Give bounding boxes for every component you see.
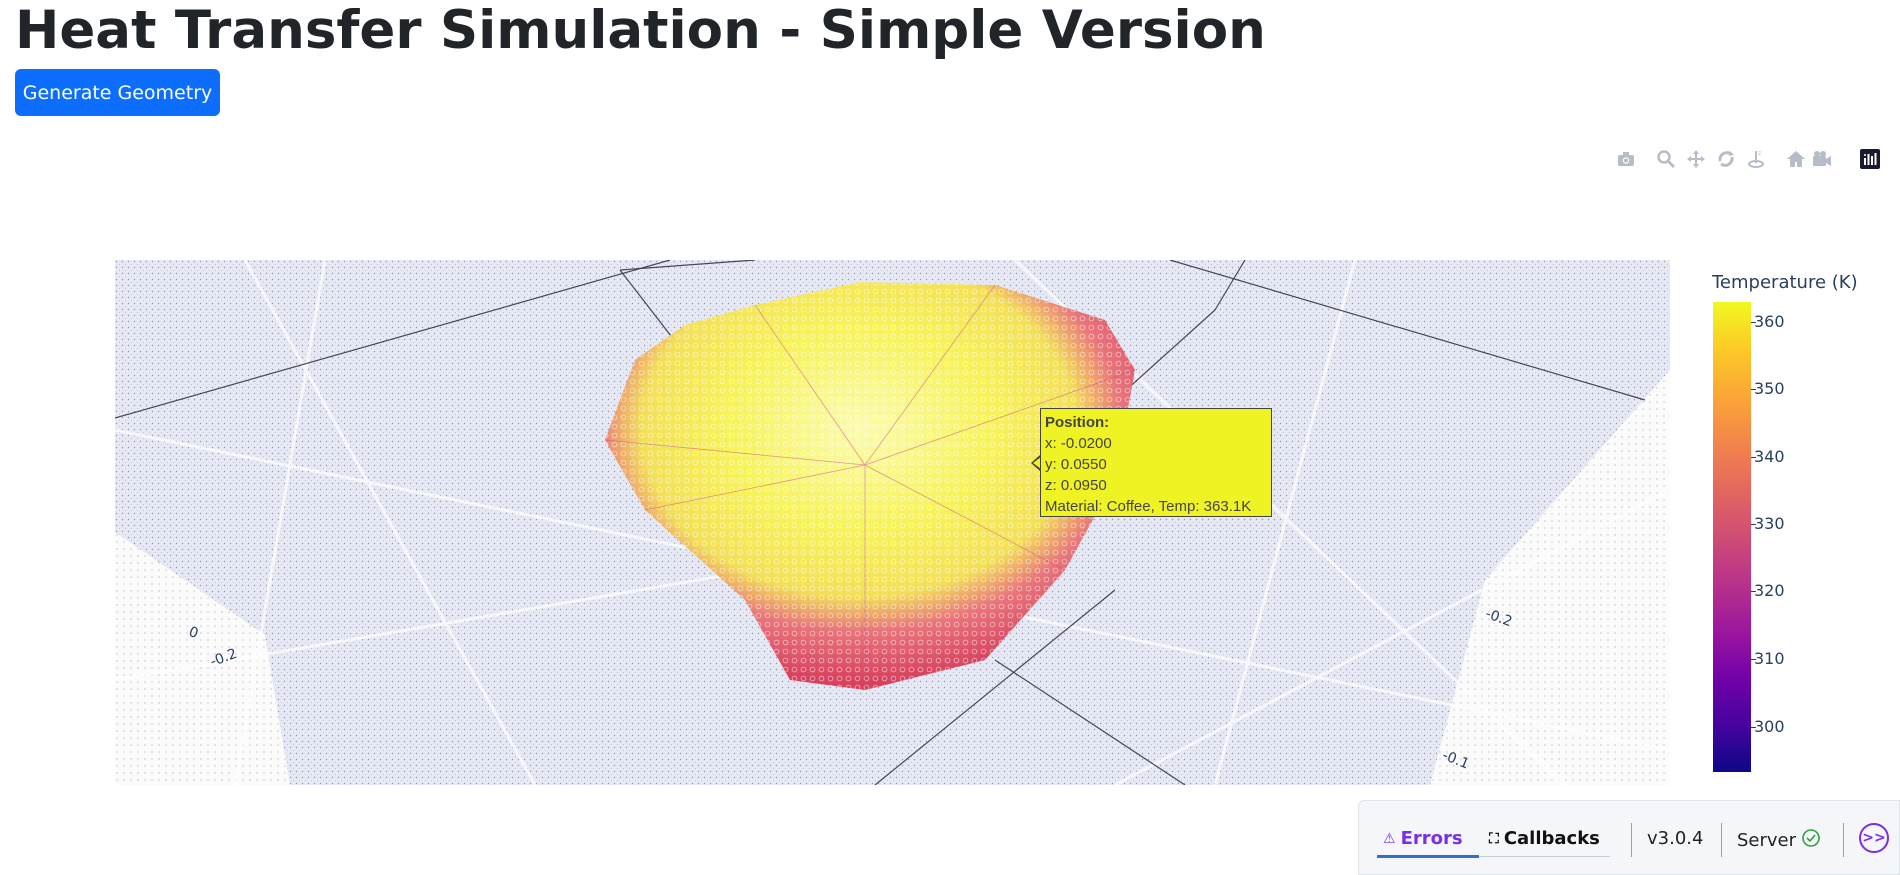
colorbar-title: Temperature (K): [1712, 272, 1858, 293]
turntable-rotation-icon[interactable]: z: [1744, 147, 1768, 171]
plot-modebar: z: [1614, 147, 1884, 171]
colorbar-gradient: [1713, 302, 1751, 772]
errors-tab[interactable]: ⚠ Errors: [1383, 828, 1463, 849]
expand-devtools-icon[interactable]: >>: [1859, 823, 1889, 853]
colorbar-tick: 330: [1754, 514, 1785, 533]
divider: [1631, 823, 1632, 857]
reset-camera-last-save-icon[interactable]: [1810, 147, 1834, 171]
dash-devtools-bar: ⚠ Errors ⛶ Callbacks v3.0.4 Server >>: [1358, 800, 1900, 875]
plotly-logo-icon[interactable]: [1858, 147, 1882, 171]
zoom-icon[interactable]: [1654, 147, 1678, 171]
scene-canvas[interactable]: [115, 260, 1670, 785]
hover-z: z: 0.0950: [1045, 477, 1107, 494]
version-label: v3.0.4: [1647, 828, 1704, 849]
hover-title: Position:: [1045, 414, 1110, 431]
camera-icon[interactable]: [1614, 147, 1638, 171]
colorbar-tick-mark: [1751, 591, 1756, 592]
callbacks-tab[interactable]: ⛶ Callbacks: [1489, 828, 1600, 849]
colorbar-tick: 360: [1754, 312, 1785, 331]
errors-label: Errors: [1400, 828, 1463, 849]
hover-info: Material: Coffee, Temp: 363.1K: [1045, 498, 1252, 515]
server-label: Server: [1737, 830, 1797, 851]
colorbar-tick-mark: [1751, 727, 1756, 728]
pan-icon[interactable]: [1684, 147, 1708, 171]
colorbar-tick: 300: [1754, 717, 1785, 736]
callback-graph-icon: ⛶: [1489, 830, 1499, 847]
colorbar-tick-mark: [1751, 389, 1756, 390]
hover-x: x: -0.0200: [1045, 435, 1112, 452]
callbacks-label: Callbacks: [1503, 828, 1600, 849]
svg-text:z: z: [1758, 150, 1761, 157]
colorbar-tick: 320: [1754, 581, 1785, 600]
colorbar-tick-mark: [1751, 524, 1756, 525]
hover-y: y: 0.0550: [1045, 456, 1107, 473]
generate-geometry-button[interactable]: Generate Geometry: [15, 69, 220, 116]
warning-icon: ⚠: [1383, 830, 1396, 847]
callbacks-tab-line: [1479, 856, 1610, 857]
reset-camera-default-icon[interactable]: [1784, 147, 1808, 171]
colorbar-tick-mark: [1751, 322, 1756, 323]
orbit-rotation-icon[interactable]: [1714, 147, 1738, 171]
page-title: Heat Transfer Simulation - Simple Versio…: [15, 0, 1266, 61]
server-status: Server: [1737, 828, 1821, 853]
colorbar-tick-mark: [1751, 457, 1756, 458]
divider: [1721, 823, 1722, 857]
colorbar-tick-mark: [1751, 659, 1756, 660]
errors-tab-indicator: [1377, 855, 1479, 858]
colorbar-tick: 310: [1754, 649, 1785, 668]
hover-pointer-fill: [1033, 457, 1041, 469]
divider: [1843, 823, 1844, 857]
check-circle-icon: [1801, 828, 1821, 853]
colorbar-tick: 350: [1754, 379, 1785, 398]
hover-tooltip: Position: x: -0.0200 y: 0.0550 z: 0.0950…: [1040, 408, 1272, 517]
colorbar-tick: 340: [1754, 447, 1785, 466]
plot-3d-scene[interactable]: 0 -0.2 -0.2 -0.1: [115, 260, 1670, 785]
